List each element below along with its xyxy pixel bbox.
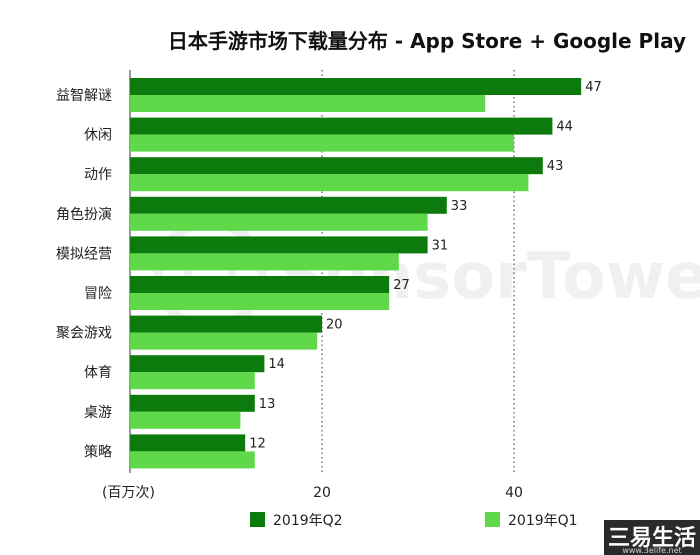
data-label: 47: [585, 80, 602, 95]
x-unit-label: (百万次): [102, 485, 155, 501]
bar-q2: [130, 157, 543, 175]
bar-q2: [130, 434, 246, 452]
bar-q2: [130, 355, 265, 373]
bar-q2: [130, 315, 322, 333]
bar-q2: [130, 394, 255, 412]
data-label: 20: [326, 318, 343, 333]
category-label: 休闲: [84, 128, 112, 144]
data-label: 31: [432, 238, 449, 253]
category-label: 动作: [84, 167, 112, 183]
category-label: 角色扮演: [56, 206, 112, 223]
corner-logo-text: 三易生活: [608, 526, 696, 551]
data-label: 13: [259, 397, 276, 412]
bar-q1: [130, 253, 399, 271]
category-label: 模拟经营: [56, 246, 112, 262]
x-tick-label: 40: [505, 485, 523, 501]
data-label: 14: [268, 357, 285, 372]
corner-logo: 三易生活 www.3elife.net: [604, 520, 700, 555]
x-tick-labels: 20 40: [313, 485, 523, 501]
bar-q2: [130, 276, 390, 293]
bar-q2: [130, 236, 428, 254]
data-label: 33: [451, 199, 468, 214]
category-label: 桌游: [84, 405, 112, 421]
category-label: 策略: [84, 443, 112, 460]
category-label: 冒险: [84, 286, 112, 302]
bar-q1: [130, 134, 514, 152]
legend-label: 2019年Q2: [273, 513, 343, 529]
bar-q1: [130, 451, 255, 469]
bar-q2: [130, 196, 447, 214]
bar-q1: [130, 213, 428, 231]
chart-title: 日本手游市场下载量分布 - App Store + Google Play: [168, 29, 686, 53]
category-label: 益智解谜: [56, 88, 112, 104]
category-label: 聚会游戏: [56, 326, 112, 342]
x-tick-label: 20: [313, 485, 331, 501]
bars-layer: 47 44 43 33 31 27 20 14 13 12: [130, 78, 602, 469]
bar-q1: [130, 95, 486, 112]
bar-q2: [130, 117, 553, 135]
legend-label: 2019年Q1: [508, 513, 578, 529]
data-label: 43: [547, 159, 564, 174]
bar-q1: [130, 372, 255, 390]
legend-swatch: [250, 512, 265, 527]
bar-q2: [130, 78, 582, 95]
bar-q1: [130, 332, 318, 350]
data-label: 12: [249, 436, 266, 451]
legend: 2019年Q2 2019年Q1: [250, 512, 578, 529]
bar-q1: [130, 174, 529, 192]
category-label: 体育: [84, 365, 112, 381]
bar-q1: [130, 411, 241, 429]
bar-q1: [130, 293, 390, 310]
data-label: 44: [556, 120, 573, 135]
legend-swatch: [485, 512, 500, 527]
corner-logo-url: www.3elife.net: [622, 546, 681, 555]
data-label: 27: [393, 278, 410, 293]
